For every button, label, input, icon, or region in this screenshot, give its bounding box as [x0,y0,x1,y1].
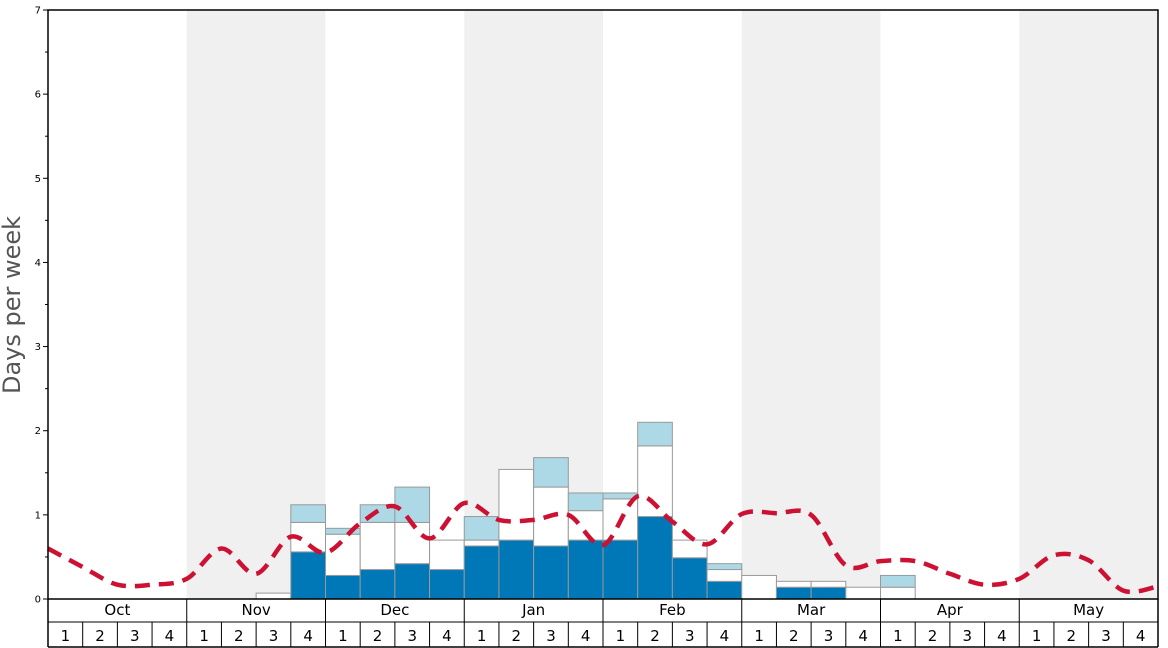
bar-segment [394,563,431,600]
week-label: 3 [962,627,972,645]
bar-segment [290,551,326,600]
week-label: 3 [269,627,279,645]
y-tick-label: 7 [35,6,41,17]
x-axis: Oct Nov Dec Jan Feb Mar Apr May 1 2 3 4 1 2 3 4 1 2 3 4 1 2 3 4… [47,599,1159,648]
bar-segment [671,539,708,559]
month-label: Oct [104,601,130,619]
bar-segment [255,592,292,600]
bar-segment [359,521,396,571]
trend-line-path [46,493,1159,595]
bar-segment [498,468,535,541]
y-tick-label: 6 [35,90,41,101]
week-label: 2 [928,627,938,645]
bar-segment [775,580,812,588]
week-label: 1 [61,627,71,645]
week-label: 1 [199,627,209,645]
week-label: 4 [997,627,1007,645]
week-label: 1 [893,627,903,645]
y-axis: 0 1 2 3 4 5 6 7 [35,6,48,606]
month-band [1019,10,1158,599]
bar-segment [394,486,431,523]
month-bands [186,10,1158,599]
week-label: 2 [234,627,244,645]
week-label: 2 [95,627,105,645]
bar-segment [359,569,396,600]
bar-segment [463,516,500,541]
y-tick-label: 4 [35,258,41,269]
bar-segment [880,586,916,600]
bar-segment [810,586,847,600]
week-label: 4 [858,627,868,645]
month-label: May [1073,601,1104,619]
y-tick-label: 1 [35,510,41,521]
bar-segment [706,563,743,571]
month-label: Apr [937,601,964,619]
bar-segment [498,539,535,600]
week-label: 4 [165,627,175,645]
bar-segment [637,421,673,447]
trend-line [46,493,1159,595]
bars [255,421,916,600]
week-label: 2 [512,627,522,645]
bar-segment [429,569,465,600]
bar-segment [394,521,431,565]
month-label: Dec [380,601,409,619]
bar-segment [567,492,604,512]
bar-segment [463,545,500,600]
week-label: 4 [1136,627,1146,645]
week-label: 4 [303,627,313,645]
bar-segment [706,569,743,582]
week-label: 2 [1067,627,1077,645]
week-label: 2 [789,627,799,645]
week-label: 1 [616,627,626,645]
y-tick-label: 5 [35,174,41,185]
month-label: Jan [521,601,545,619]
week-label: 3 [824,627,834,645]
bar-segment [567,539,604,600]
y-axis-label: Days per week [0,216,26,394]
month-band [741,10,881,599]
bar-segment [533,457,569,488]
week-label: 3 [130,627,140,645]
bar-segment [290,504,326,523]
week-label: 3 [546,627,556,645]
bar-segment [775,586,812,600]
month-label: Feb [659,601,686,619]
bar-segment [706,580,743,600]
bar-segment [637,516,673,600]
week-label: 1 [338,627,348,645]
bar-segment [880,574,916,588]
month-band [186,10,326,599]
week-label: 2 [373,627,383,645]
week-label: 4 [581,627,591,645]
bar-segment [671,557,708,600]
bar-segment [741,574,777,600]
week-label: 1 [754,627,764,645]
bar-segment [463,539,500,547]
bar-segment [533,545,569,600]
week-label: 4 [442,627,452,645]
week-label: 1 [477,627,487,645]
week-label: 3 [685,627,695,645]
month-label: Nov [241,601,270,619]
week-label: 1 [1032,627,1042,645]
y-tick-label: 0 [35,595,41,606]
bar-segment [845,586,881,600]
week-label: 3 [407,627,417,645]
bar-segment [325,533,361,576]
week-label: 3 [1101,627,1111,645]
bar-segment [602,539,639,600]
month-label: Mar [797,601,826,619]
bar-segment [429,539,465,571]
week-label: 4 [720,627,730,645]
bar-segment [325,574,361,600]
week-label: 2 [650,627,660,645]
y-tick-label: 3 [35,342,41,353]
bar-segment [810,580,847,588]
y-tick-label: 2 [35,426,41,437]
